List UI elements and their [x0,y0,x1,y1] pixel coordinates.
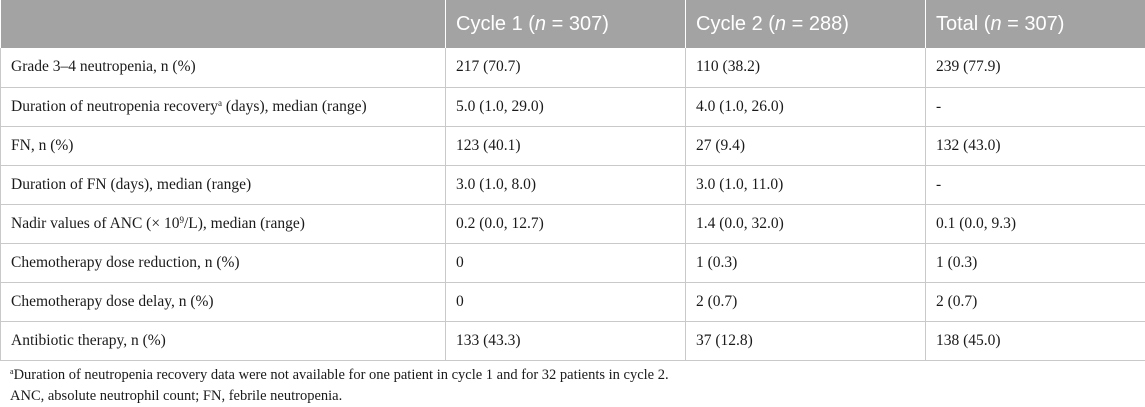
cell-cycle-2: 110 (38.2) [686,48,926,87]
row-label: Antibiotic therapy, n (%) [1,321,446,360]
row-label: Nadir values of ANC (× 109/L), median (r… [1,204,446,243]
cell-cycle-1: 0 [446,243,686,282]
cell-cycle-2: 2 (0.7) [686,282,926,321]
table-header: Cycle 1 (n = 307) Cycle 2 (n = 288) Tota… [1,0,1145,48]
table-row: Antibiotic therapy, n (%) 133 (43.3) 37 … [1,321,1145,360]
table-row: Chemotherapy dose reduction, n (%) 0 1 (… [1,243,1145,282]
row-label: Chemotherapy dose delay, n (%) [1,282,446,321]
cell-total: 138 (45.0) [926,321,1145,360]
cell-cycle-1: 3.0 (1.0, 8.0) [446,165,686,204]
cell-cycle-2: 27 (9.4) [686,126,926,165]
cell-total: - [926,87,1145,126]
table-body: Grade 3–4 neutropenia, n (%) 217 (70.7) … [1,48,1145,360]
cell-cycle-2: 37 (12.8) [686,321,926,360]
header-total: Total (n = 307) [926,0,1145,48]
cell-cycle-2: 1.4 (0.0, 32.0) [686,204,926,243]
abbreviations-note: ANC, absolute neutrophil count; FN, febr… [10,386,1145,407]
cell-total: 132 (43.0) [926,126,1145,165]
cell-total: 239 (77.9) [926,48,1145,87]
outcomes-table: Cycle 1 (n = 307) Cycle 2 (n = 288) Tota… [0,0,1145,361]
table-row: FN, n (%) 123 (40.1) 27 (9.4) 132 (43.0) [1,126,1145,165]
row-label: Duration of FN (days), median (range) [1,165,446,204]
table-row: Nadir values of ANC (× 109/L), median (r… [1,204,1145,243]
table-row: Duration of FN (days), median (range) 3.… [1,165,1145,204]
row-label: Chemotherapy dose reduction, n (%) [1,243,446,282]
cell-cycle-1: 0.2 (0.0, 12.7) [446,204,686,243]
table-row: Duration of neutropenia recoverya (days)… [1,87,1145,126]
cell-cycle-1: 5.0 (1.0, 29.0) [446,87,686,126]
header-cycle-1: Cycle 1 (n = 307) [446,0,686,48]
header-cycle-2: Cycle 2 (n = 288) [686,0,926,48]
footnote-a: aDuration of neutropenia recovery data w… [10,365,1145,386]
row-label: Duration of neutropenia recoverya (days)… [1,87,446,126]
cell-total: 1 (0.3) [926,243,1145,282]
header-row: Cycle 1 (n = 307) Cycle 2 (n = 288) Tota… [1,0,1145,48]
row-label: Grade 3–4 neutropenia, n (%) [1,48,446,87]
cell-cycle-2: 4.0 (1.0, 26.0) [686,87,926,126]
cell-cycle-2: 1 (0.3) [686,243,926,282]
row-label: FN, n (%) [1,126,446,165]
table-row: Chemotherapy dose delay, n (%) 0 2 (0.7)… [1,282,1145,321]
cell-cycle-1: 217 (70.7) [446,48,686,87]
cell-total: 2 (0.7) [926,282,1145,321]
cell-cycle-1: 0 [446,282,686,321]
cell-total: 0.1 (0.0, 9.3) [926,204,1145,243]
header-label-column [1,0,446,48]
table-row: Grade 3–4 neutropenia, n (%) 217 (70.7) … [1,48,1145,87]
cell-cycle-1: 133 (43.3) [446,321,686,360]
cell-cycle-2: 3.0 (1.0, 11.0) [686,165,926,204]
cell-total: - [926,165,1145,204]
cell-cycle-1: 123 (40.1) [446,126,686,165]
table-footnotes: aDuration of neutropenia recovery data w… [0,361,1145,407]
